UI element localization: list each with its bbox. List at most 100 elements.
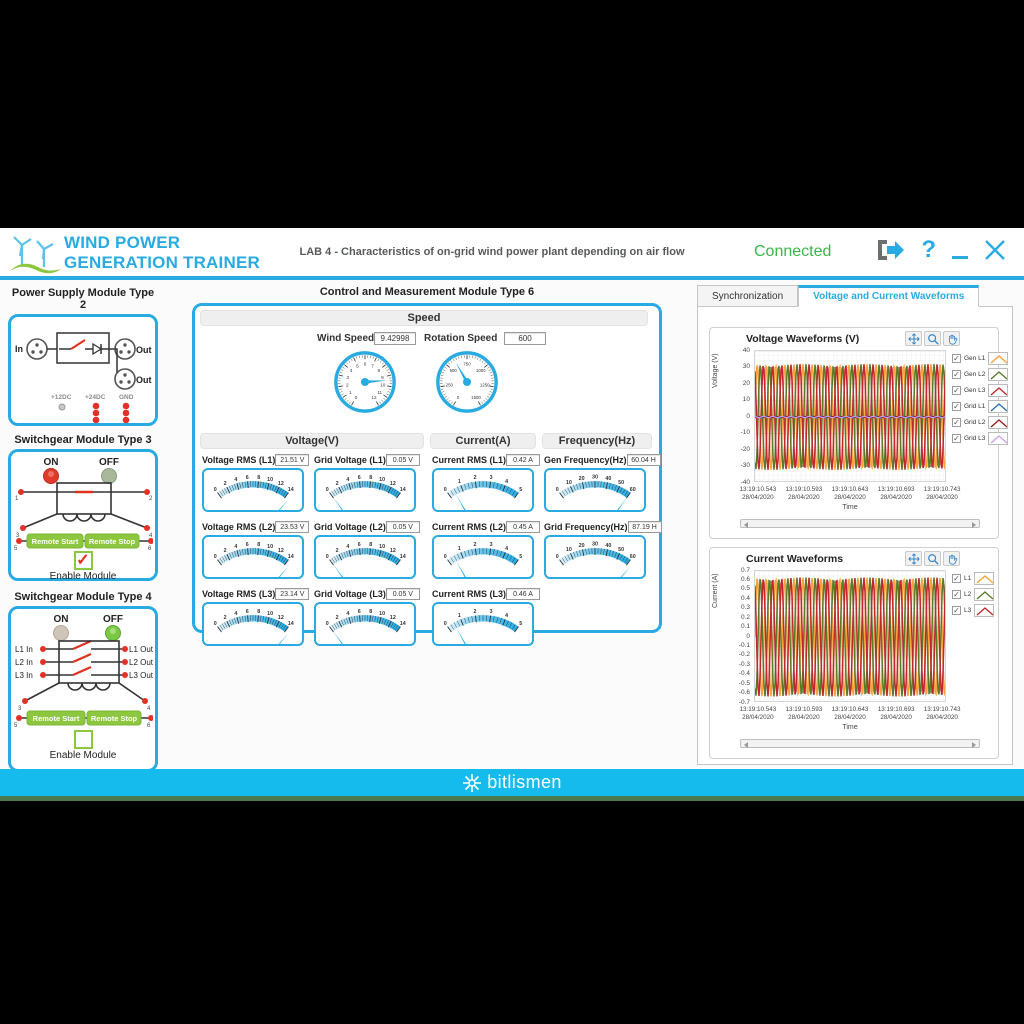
- power-supply-module: In Out Out +12DC +24DC: [8, 314, 158, 426]
- x-tick: 13:19:10.643 28/04/2020: [831, 486, 869, 501]
- scroll-right-icon[interactable]: [972, 741, 976, 748]
- legend-row: ✓ Gen L2: [952, 366, 1009, 382]
- svg-text:1: 1: [458, 613, 461, 619]
- svg-text:4: 4: [350, 368, 353, 373]
- coil: [62, 513, 106, 522]
- legend-row: ✓ Grid L1: [952, 398, 1009, 414]
- svg-text:0: 0: [444, 554, 447, 560]
- y-tick: -0.7: [738, 698, 750, 706]
- speed-section-header: Speed: [200, 310, 648, 326]
- close-icon[interactable]: [984, 239, 1006, 261]
- hand-icon[interactable]: [943, 551, 960, 566]
- rotation-speed-label: Rotation Speed: [424, 333, 498, 344]
- terminal-3: [20, 525, 26, 531]
- pan-crosshair-icon[interactable]: [905, 331, 922, 346]
- enable-module-checkbox[interactable]: ✓: [73, 551, 93, 570]
- svg-text:0: 0: [444, 621, 447, 627]
- y-axis-label: Voltage (V): [712, 353, 719, 388]
- chart-scrollbar[interactable]: [740, 519, 980, 528]
- legend-swatch: [988, 415, 1009, 429]
- meter-value: 0.46 A: [506, 587, 540, 600]
- legend-checkbox[interactable]: ✓: [952, 417, 961, 427]
- svg-text:6: 6: [358, 609, 361, 615]
- svg-text:14: 14: [400, 621, 406, 627]
- svg-text:1000: 1000: [476, 368, 486, 373]
- meter-value: 60.04 H: [626, 453, 661, 466]
- hand-icon[interactable]: [943, 331, 960, 346]
- legend-checkbox[interactable]: ✓: [952, 369, 961, 379]
- y-tick: -0.1: [738, 641, 750, 649]
- svg-text:5: 5: [519, 554, 522, 560]
- sg3-title: Switchgear Module Type 3: [14, 434, 152, 446]
- remote-stop-button[interactable]: Remote Stop: [86, 710, 142, 726]
- svg-text:10: 10: [267, 544, 273, 550]
- meter-card-grid-voltage-l3: Grid Voltage (L3) 0.05 V 0 2 4 6 8 10 12 14: [314, 587, 420, 677]
- y-tick: -0.2: [738, 651, 750, 659]
- svg-text:4: 4: [346, 544, 349, 550]
- svg-text:14: 14: [400, 554, 406, 560]
- exit-icon[interactable]: [875, 238, 905, 262]
- legend-label: L2: [964, 590, 972, 598]
- plot-area: [754, 570, 946, 702]
- svg-text:12: 12: [390, 481, 396, 487]
- legend-checkbox[interactable]: ✓: [952, 353, 961, 363]
- svg-text:6: 6: [358, 475, 361, 481]
- scroll-right-icon[interactable]: [972, 521, 976, 528]
- tab-synchronization[interactable]: Synchronization: [697, 285, 799, 307]
- svg-text:3: 3: [18, 706, 22, 712]
- svg-text:L2 Out: L2 Out: [129, 658, 153, 667]
- app-window: WIND POWER GENERATION TRAINER LAB 4 - Ch…: [0, 228, 1024, 801]
- chart-toolbar: [905, 551, 960, 566]
- pan-crosshair-icon[interactable]: [905, 551, 922, 566]
- legend-checkbox[interactable]: ✓: [952, 605, 961, 615]
- svg-text:Remote Start: Remote Start: [32, 537, 79, 546]
- waveform-panel: Synchronization Voltage and Current Wave…: [697, 285, 1013, 765]
- meter-card-voltage-rms-l1: Voltage RMS (L1) 21.51 V 0 2 4 6 8 10 12 14: [202, 453, 310, 543]
- diode: [92, 342, 103, 356]
- x-tick: 13:19:10.593 28/04/2020: [785, 486, 823, 501]
- legend-checkbox[interactable]: ✓: [952, 433, 961, 443]
- wind-speed-input[interactable]: 9.42998: [374, 332, 416, 345]
- svg-text:2: 2: [346, 383, 349, 388]
- legend-checkbox[interactable]: ✓: [952, 573, 961, 583]
- brand-title: WIND POWER GENERATION TRAINER: [64, 233, 260, 273]
- off-label: OFF: [103, 614, 123, 625]
- scroll-left-icon[interactable]: [744, 521, 748, 528]
- svg-text:40: 40: [605, 543, 611, 549]
- tab-voltage-current-waveforms[interactable]: Voltage and Current Waveforms: [798, 285, 980, 307]
- svg-text:4: 4: [234, 477, 237, 483]
- meter-card-grid-voltage-l2: Grid Voltage (L2) 0.05 V 0 2 4 6 8 10 12 14: [314, 520, 420, 610]
- x-tick: 13:19:10.643 28/04/2020: [831, 706, 869, 721]
- remote-start-button[interactable]: Remote Start: [26, 533, 84, 549]
- scroll-left-icon[interactable]: [744, 741, 748, 748]
- svg-text:4: 4: [505, 613, 508, 619]
- svg-text:Remote Stop: Remote Stop: [91, 714, 138, 723]
- switchgear3-diagram: ON OFF 1 2 3 4: [14, 457, 153, 550]
- legend-checkbox[interactable]: ✓: [952, 589, 961, 599]
- meter-label: Grid Voltage (L3): [314, 588, 386, 599]
- svg-text:9: 9: [381, 375, 384, 380]
- svg-text:6: 6: [148, 546, 152, 550]
- y-tick: 0: [746, 632, 750, 640]
- switchgear4-module: ON OFF L1 In L2 In L3: [8, 606, 158, 772]
- meter-card-voltage-rms-l3: Voltage RMS (L3) 23.14 V 0 2 4 6 8 10 12 14: [202, 587, 310, 677]
- minimize-icon[interactable]: [952, 255, 968, 259]
- y-tick: -40: [740, 478, 750, 486]
- rotation-speed-gauge: 0 250 500 750 1000 1250 1500: [436, 351, 498, 413]
- remote-stop-button[interactable]: Remote Stop: [84, 533, 140, 549]
- rotation-speed-input[interactable]: 600: [504, 332, 546, 345]
- svg-text:4: 4: [505, 546, 508, 552]
- remote-start-button[interactable]: Remote Start: [26, 710, 86, 726]
- svg-text:L1 In: L1 In: [15, 645, 33, 654]
- zoom-icon[interactable]: [924, 551, 941, 566]
- legend-checkbox[interactable]: ✓: [952, 385, 961, 395]
- analog-meter: 0 2 4 6 8 10 12 14: [314, 535, 416, 610]
- enable-module-checkbox[interactable]: [73, 730, 93, 749]
- svg-text:60: 60: [630, 487, 636, 493]
- help-icon[interactable]: ?: [921, 236, 936, 263]
- zoom-icon[interactable]: [924, 331, 941, 346]
- chart-scrollbar[interactable]: [740, 739, 980, 748]
- svg-text:3: 3: [16, 533, 20, 539]
- legend-checkbox[interactable]: ✓: [952, 401, 961, 411]
- svg-text:L3 Out: L3 Out: [129, 671, 153, 680]
